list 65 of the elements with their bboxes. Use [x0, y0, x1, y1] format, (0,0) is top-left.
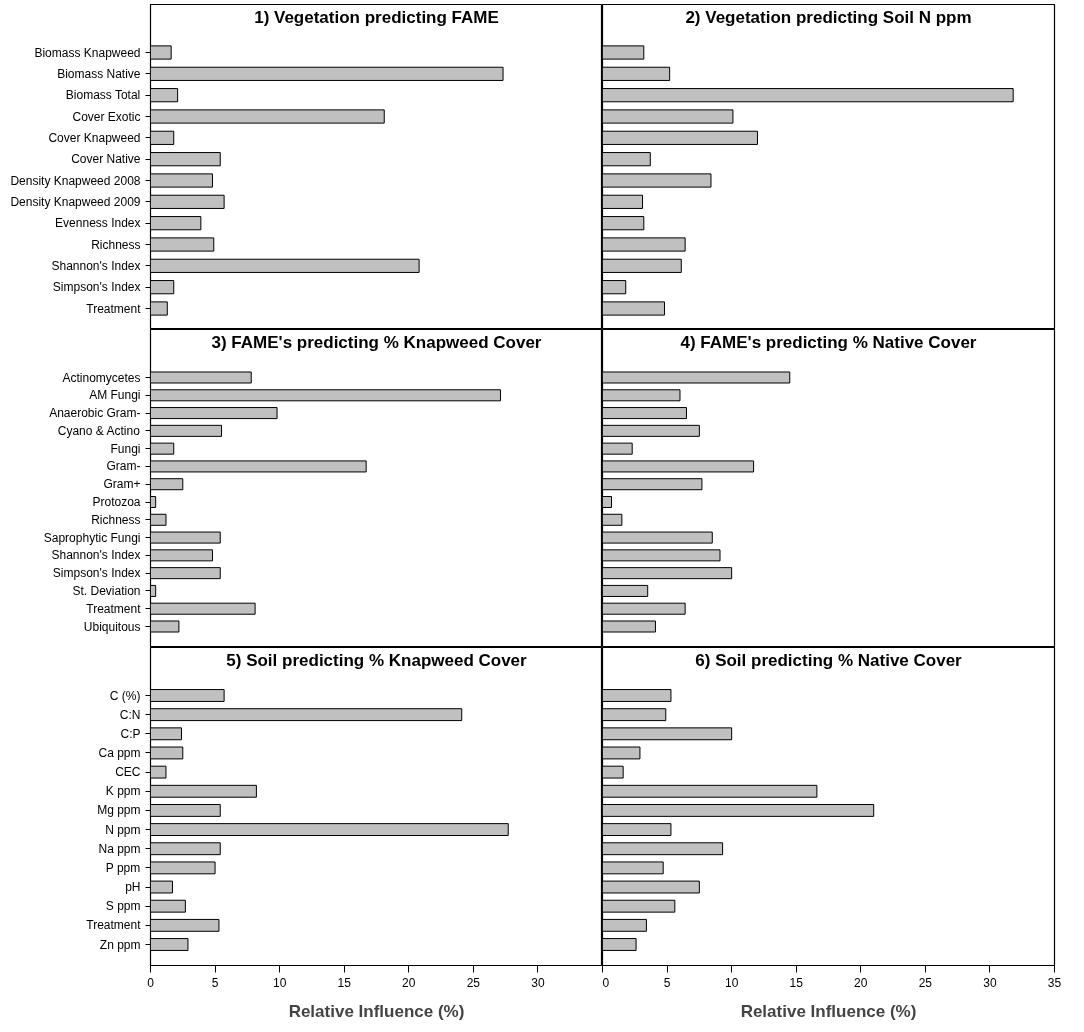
- y-tick-label: Cover Knapweed: [48, 130, 141, 145]
- y-tick-label: Ubiquitous: [83, 619, 141, 634]
- x-axis-title: Relative Influence (%): [740, 1001, 917, 1021]
- y-tick-label: Simpson's Index: [52, 280, 141, 295]
- x-tick-label: 5: [211, 975, 219, 990]
- x-tick-label: 25: [466, 975, 481, 990]
- x-tick-label: 15: [337, 975, 352, 990]
- y-tick-label: Biomass Knapweed: [34, 45, 141, 60]
- y-tick-label: Cyano & Actino: [57, 423, 141, 438]
- x-tick-label: 10: [724, 975, 739, 990]
- x-tick-label: 35: [1047, 975, 1062, 990]
- y-tick-label: N ppm: [105, 822, 141, 837]
- chart-title: 3) FAME's predicting % Knapweed Cover: [211, 333, 542, 352]
- y-tick-label: Fungi: [110, 441, 141, 456]
- chart-title: 2) Vegetation predicting Soil N ppm: [685, 8, 972, 27]
- y-tick-label: Density Knapweed 2009: [10, 194, 141, 209]
- y-tick-label: S ppm: [105, 899, 141, 914]
- y-tick-label: C:N: [119, 707, 141, 722]
- y-tick-label: C (%): [109, 688, 141, 703]
- x-axis-title: Relative Influence (%): [288, 1001, 465, 1021]
- y-tick-label: Treatment: [86, 301, 142, 316]
- y-tick-label: St. Deviation: [72, 583, 141, 598]
- x-tick-label: 20: [402, 975, 416, 990]
- y-tick-label: Shannon's Index: [51, 258, 141, 273]
- x-tick-label: 25: [918, 975, 933, 990]
- chart-title: 4) FAME's predicting % Native Cover: [680, 333, 977, 352]
- y-tick-label: K ppm: [105, 784, 141, 799]
- y-tick-label: Gram-: [106, 459, 141, 474]
- y-tick-label: Cover Exotic: [72, 109, 141, 124]
- y-tick-label: Anaerobic Gram-: [49, 406, 141, 421]
- y-tick-label: Biomass Total: [65, 88, 141, 103]
- x-tick-label: 30: [531, 975, 545, 990]
- x-tick-label: 5: [663, 975, 671, 990]
- y-tick-label: Treatment: [86, 918, 142, 933]
- y-tick-label: pH: [125, 880, 141, 895]
- y-tick-label: Cover Native: [71, 152, 141, 167]
- chart-title: 6) Soil predicting % Native Cover: [695, 651, 963, 670]
- y-tick-label: Gram+: [103, 477, 141, 492]
- y-tick-label: Evenness Index: [55, 216, 141, 231]
- x-tick-label: 0: [602, 975, 610, 990]
- x-tick-label: 20: [854, 975, 868, 990]
- y-tick-label: Simpson's Index: [52, 566, 141, 581]
- y-tick-label: Saprophytic Fungi: [43, 530, 141, 545]
- y-tick-label: Biomass Native: [57, 66, 141, 81]
- x-tick-label: 30: [983, 975, 997, 990]
- y-tick-label: Na ppm: [98, 841, 141, 856]
- y-tick-label: CEC: [115, 765, 141, 780]
- y-tick-label: Richness: [91, 237, 141, 252]
- y-tick-label: Protozoa: [92, 495, 141, 509]
- y-tick-label: Shannon's Index: [51, 548, 141, 563]
- y-tick-label: AM Fungi: [89, 388, 141, 403]
- y-tick-label: Ca ppm: [98, 745, 141, 760]
- chart-title: 1) Vegetation predicting FAME: [254, 8, 499, 27]
- x-tick-label: 15: [789, 975, 804, 990]
- chart-title: 5) Soil predicting % Knapweed Cover: [226, 651, 528, 670]
- y-tick-label: Mg ppm: [97, 803, 141, 818]
- y-tick-label: P ppm: [105, 860, 141, 875]
- x-tick-label: 0: [147, 975, 155, 990]
- y-tick-label: C:P: [120, 726, 141, 741]
- y-tick-label: Treatment: [86, 601, 142, 616]
- y-tick-label: Actinomycetes: [62, 370, 141, 385]
- y-tick-label: Richness: [91, 512, 141, 527]
- y-tick-label: Zn ppm: [99, 937, 141, 952]
- y-tick-label: Density Knapweed 2008: [10, 173, 141, 188]
- x-tick-label: 10: [272, 975, 287, 990]
